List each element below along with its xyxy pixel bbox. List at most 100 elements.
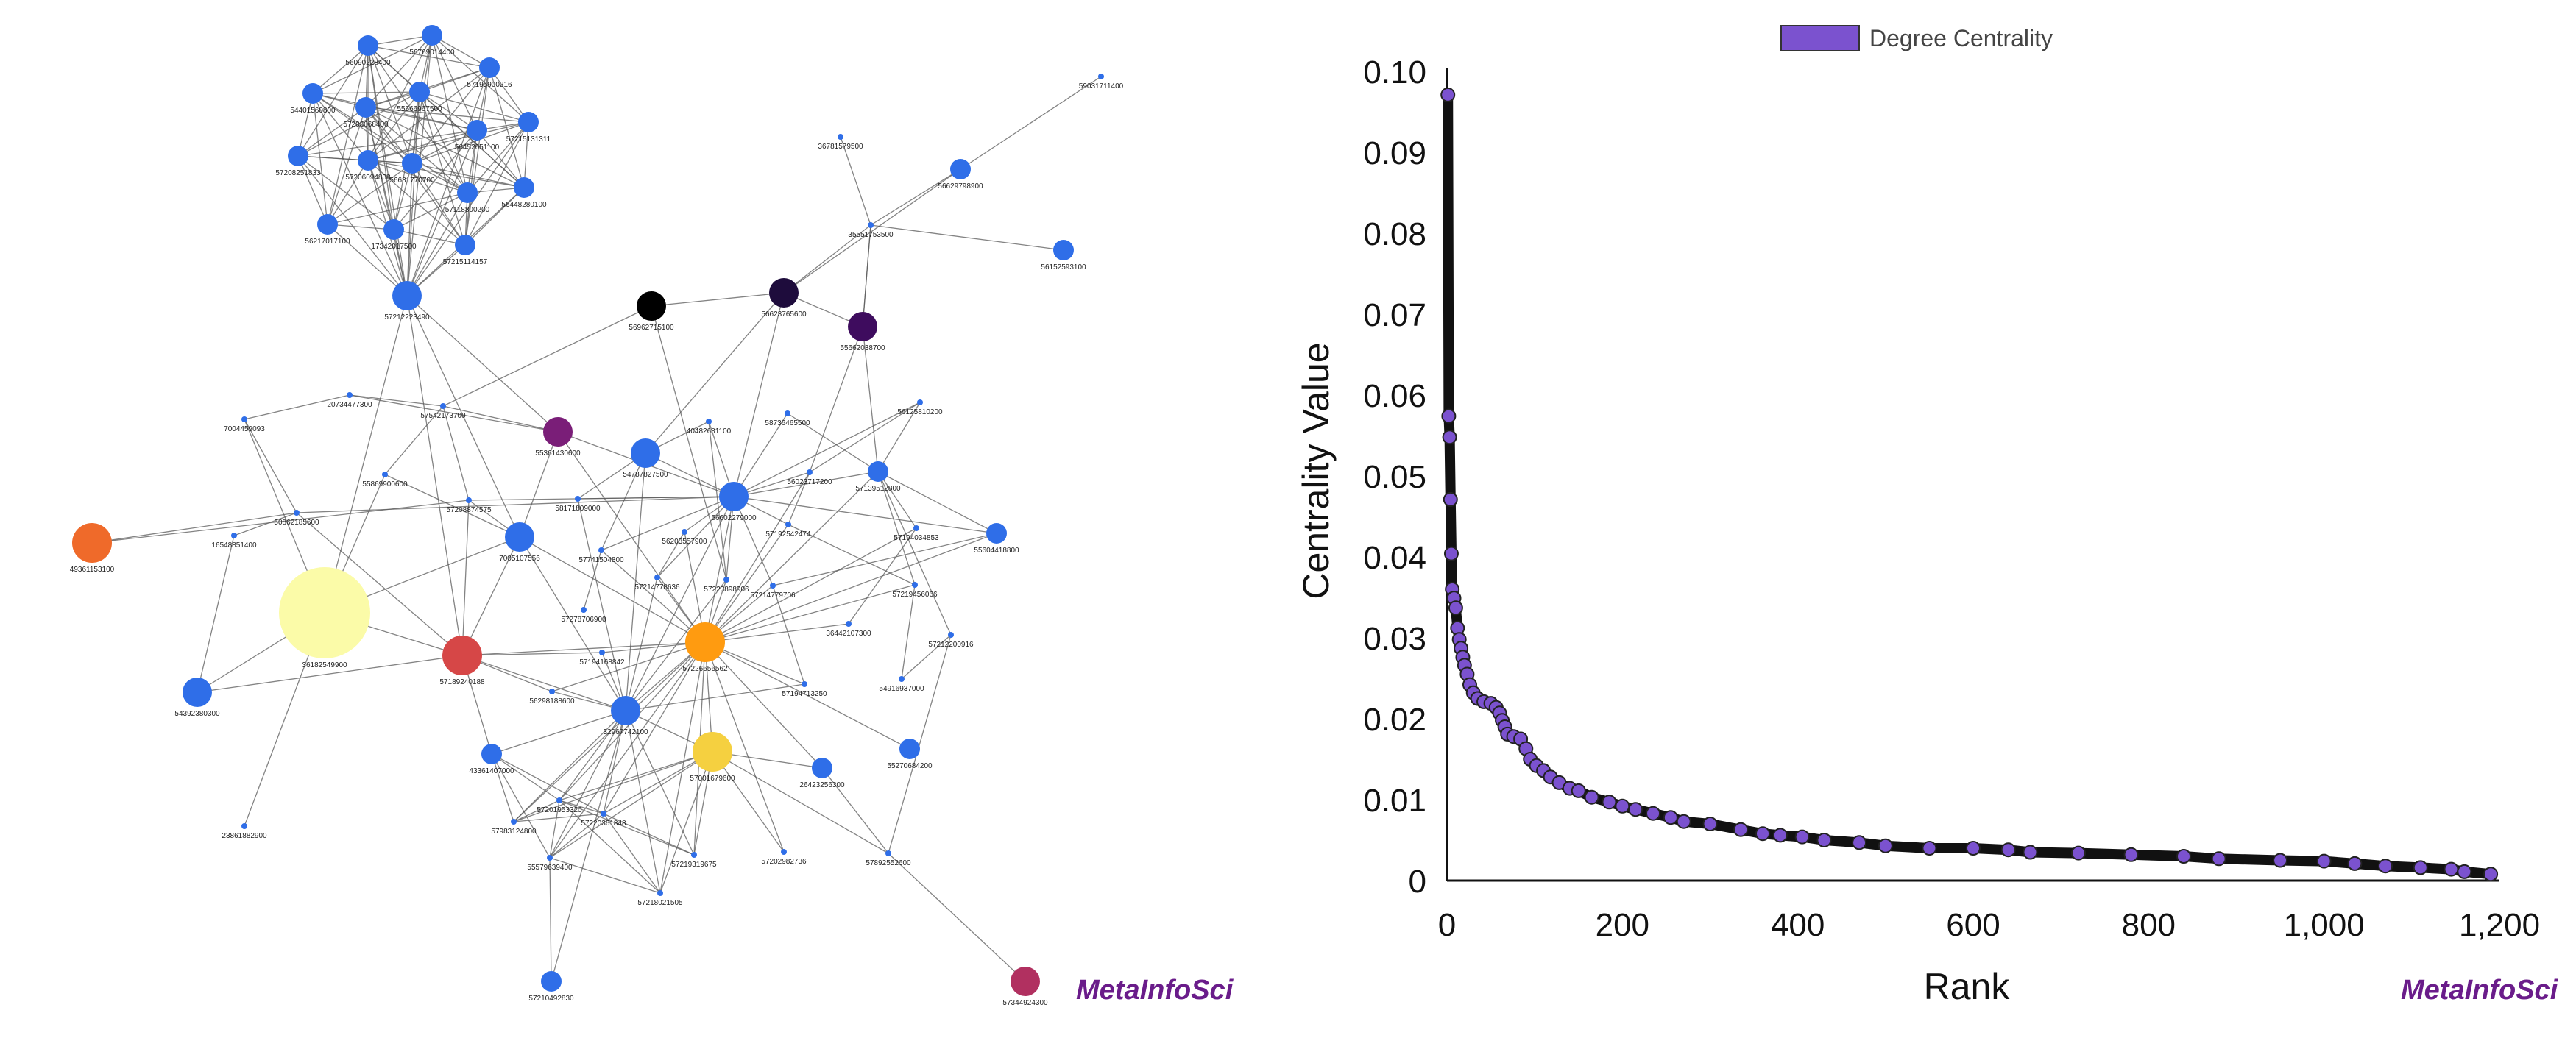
- network-node-circle: [1098, 74, 1104, 79]
- network-edge: [297, 129, 478, 157]
- network-edge: [862, 224, 871, 327]
- series-point: [2444, 861, 2459, 877]
- network-node-label: 57194168842: [579, 658, 625, 666]
- network-edge: [365, 107, 525, 188]
- network-edge: [406, 295, 520, 538]
- series-point: [1584, 789, 1599, 805]
- network-node-circle: [543, 417, 573, 447]
- network-node-label: 57214779706: [750, 591, 796, 600]
- network-edge: [625, 710, 695, 856]
- network-node-circle: [466, 497, 472, 503]
- network-edge: [870, 224, 1064, 251]
- network-edge: [367, 91, 420, 161]
- series-point: [2413, 860, 2428, 875]
- network-node-circle: [807, 469, 813, 475]
- network-node-label: 57278706900: [561, 616, 606, 624]
- network-node-label: 57226656562: [682, 665, 728, 673]
- network-edge: [549, 710, 626, 859]
- y-tick-label: 0.10: [1363, 54, 1426, 90]
- network-node-label: 56125810200: [897, 408, 943, 416]
- network-edge: [704, 527, 917, 643]
- network-node: 57208251833: [275, 146, 321, 177]
- network-node-label: 57139512800: [855, 485, 901, 493]
- network-node-circle: [457, 182, 478, 203]
- network-node-label: 55604418800: [974, 547, 1019, 555]
- series-point: [2211, 851, 2226, 867]
- x-tick-label: 400: [1771, 907, 1825, 943]
- network-node-circle: [358, 150, 378, 171]
- network-edge: [840, 136, 871, 226]
- network-node-circle: [505, 522, 534, 552]
- network-node-circle: [1011, 967, 1040, 996]
- network-node-label: 56681770700: [389, 177, 435, 185]
- network-edge: [327, 163, 413, 225]
- network-edge: [783, 168, 961, 294]
- network-edge: [367, 121, 529, 161]
- x-tick-label: 0: [1438, 907, 1456, 943]
- network-node-circle: [682, 529, 687, 535]
- network-node-label: 57223898906: [704, 586, 749, 594]
- network-node: 56448280100: [501, 177, 547, 209]
- network-edge: [297, 155, 394, 230]
- series-point: [2316, 853, 2332, 869]
- network-node-circle: [72, 523, 112, 563]
- network-edge: [327, 160, 369, 225]
- network-node-circle: [885, 850, 891, 856]
- y-tick-label: 0.04: [1363, 540, 1426, 576]
- network-edge: [645, 452, 735, 497]
- network-edge: [406, 121, 529, 296]
- network-edge: [324, 295, 408, 614]
- network-edge: [733, 471, 879, 497]
- network-node-circle: [355, 97, 376, 118]
- network-node-label: 57201953320: [537, 806, 582, 814]
- series-point: [2483, 867, 2499, 882]
- network-node-circle: [279, 567, 370, 658]
- series-point: [1922, 841, 1937, 856]
- network-node: 54787827500: [623, 438, 668, 479]
- network-edge: [476, 129, 525, 188]
- network-edge: [491, 753, 560, 801]
- network-node-circle: [657, 890, 663, 896]
- network-node: 36442107300: [826, 621, 871, 638]
- network-edge: [393, 229, 466, 246]
- series-point: [1443, 491, 1458, 507]
- network-edge: [601, 452, 646, 551]
- network-node: 57194713250: [782, 681, 827, 698]
- network-node-label: 17342017500: [371, 243, 417, 251]
- network-node: 50862185600: [274, 510, 319, 527]
- network-edge: [367, 45, 413, 164]
- network-edge: [367, 45, 490, 68]
- series-point: [2457, 864, 2472, 879]
- network-node: 57892552600: [866, 850, 911, 867]
- network-node-label: 56769014400: [409, 49, 455, 57]
- network-edge: [557, 431, 706, 643]
- network-edge: [367, 160, 394, 230]
- network-edge: [523, 121, 529, 188]
- network-node: 59031711400: [1079, 74, 1124, 90]
- network-edge: [411, 163, 468, 193]
- series-point: [1794, 829, 1810, 845]
- network-node: 55666967500: [397, 82, 442, 113]
- network-edge: [549, 751, 713, 859]
- network-edge: [733, 292, 785, 497]
- y-axis: 0 0.01 0.02 0.03 0.04 0.05 0.06 0.07 0.08 0.09 0.1…: [1363, 54, 1448, 900]
- network-node: 56681770700: [389, 153, 435, 185]
- network-edge: [406, 163, 413, 296]
- network-edge: [787, 413, 879, 472]
- series-point: [1440, 87, 1456, 102]
- network-node-label: 57208251833: [275, 169, 321, 177]
- network-edge: [365, 107, 468, 193]
- network-node-label: 57189240188: [439, 678, 485, 686]
- network-node: 26423256300: [799, 758, 845, 789]
- y-tick-label: 0.02: [1363, 702, 1426, 738]
- network-edge: [244, 394, 350, 420]
- network-node-circle: [1053, 240, 1074, 260]
- network-edge: [367, 35, 433, 46]
- network-node-label: 57220361848: [581, 820, 626, 828]
- network-node: 57118800200: [445, 182, 490, 214]
- network-node: 56090228400: [345, 35, 391, 67]
- series-point: [1733, 822, 1749, 837]
- network-node-circle: [654, 575, 660, 580]
- network-node-label: 56452651100: [455, 143, 500, 152]
